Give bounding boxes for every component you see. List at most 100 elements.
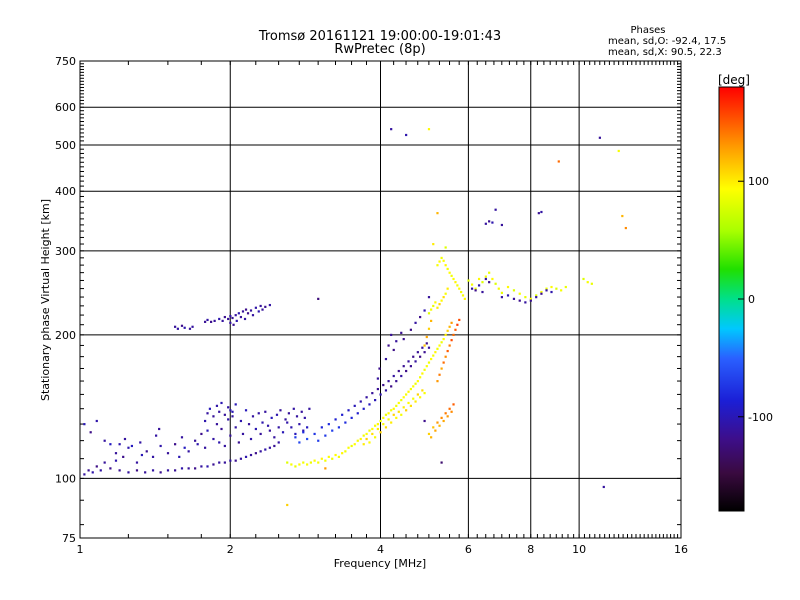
data-point [440,299,443,302]
data-point [412,397,415,400]
data-point [151,469,155,472]
data-point [266,424,270,427]
data-point [292,407,295,410]
data-point [368,429,371,432]
data-point [484,275,487,278]
data-point [139,441,142,444]
data-point [438,344,441,347]
data-point [512,289,516,292]
data-point [376,423,379,426]
data-point [537,212,540,215]
data-point [387,418,390,421]
data-point [390,333,393,337]
data-point [313,459,316,462]
y-tick-label: 400 [55,185,76,198]
data-point [423,368,426,371]
data-point [392,407,395,410]
data-point [586,281,589,284]
data-point [444,333,447,337]
data-point [524,301,527,304]
data-point [264,448,267,451]
data-point [392,348,395,352]
data-point [353,404,356,407]
data-point [302,429,305,432]
data-point [624,226,627,230]
data-point [414,360,417,363]
data-point [183,446,186,449]
data-point [317,297,320,300]
data-point [545,287,548,290]
data-point [374,424,377,427]
data-point [287,412,290,415]
data-point [264,305,267,308]
data-point [384,413,388,416]
data-point [277,441,280,444]
data-point [290,463,293,466]
data-point [229,459,232,462]
data-point [244,308,248,311]
data-point [446,415,449,418]
data-point [166,452,170,455]
data-point [249,437,253,441]
data-point [209,320,213,323]
colorbar-label: [deg] [718,73,750,87]
data-point [212,463,215,466]
data-point [421,372,424,375]
data-point [244,455,248,458]
data-point [317,461,320,464]
data-point [353,443,356,446]
data-point [290,426,293,429]
data-point [442,259,445,262]
data-point [331,457,334,460]
data-point [427,312,431,315]
data-point [387,380,390,383]
data-point [461,294,465,297]
data-point [402,337,405,341]
chart-subtitle: RwPretec (8p) [334,42,425,57]
data-point [191,325,194,328]
data-point [200,465,203,468]
data-point [529,299,532,302]
data-point [423,309,426,312]
data-point [368,403,371,406]
data-point [378,367,381,370]
data-point [409,365,412,368]
data-point [405,393,408,396]
data-point [298,423,301,426]
data-point [103,439,106,442]
data-point [320,457,323,460]
info-heading: Phases [630,25,665,36]
data-point [337,426,341,429]
data-point [506,294,510,297]
data-point [268,446,271,449]
data-point [400,413,403,416]
data-point [178,455,181,458]
data-point [246,312,250,315]
data-point [306,463,309,466]
data-point [183,326,186,329]
data-point [494,282,497,285]
data-point [140,453,144,457]
data-point [446,287,449,290]
data-point [423,419,426,423]
data-point [409,387,412,391]
data-point [303,416,306,419]
data-point [484,222,487,225]
data-point [432,243,435,246]
data-point [448,344,451,347]
data-point [241,432,245,436]
data-point [444,264,447,267]
data-point [412,385,415,388]
data-point [229,321,232,324]
data-point [448,271,451,274]
data-point [270,416,273,419]
data-point [221,319,224,322]
data-point [432,426,435,429]
data-point [387,412,390,415]
data-point [347,409,350,412]
x-tick-label: 16 [674,543,688,556]
data-point [324,434,327,437]
data-point [440,341,443,344]
data-point [425,365,428,368]
